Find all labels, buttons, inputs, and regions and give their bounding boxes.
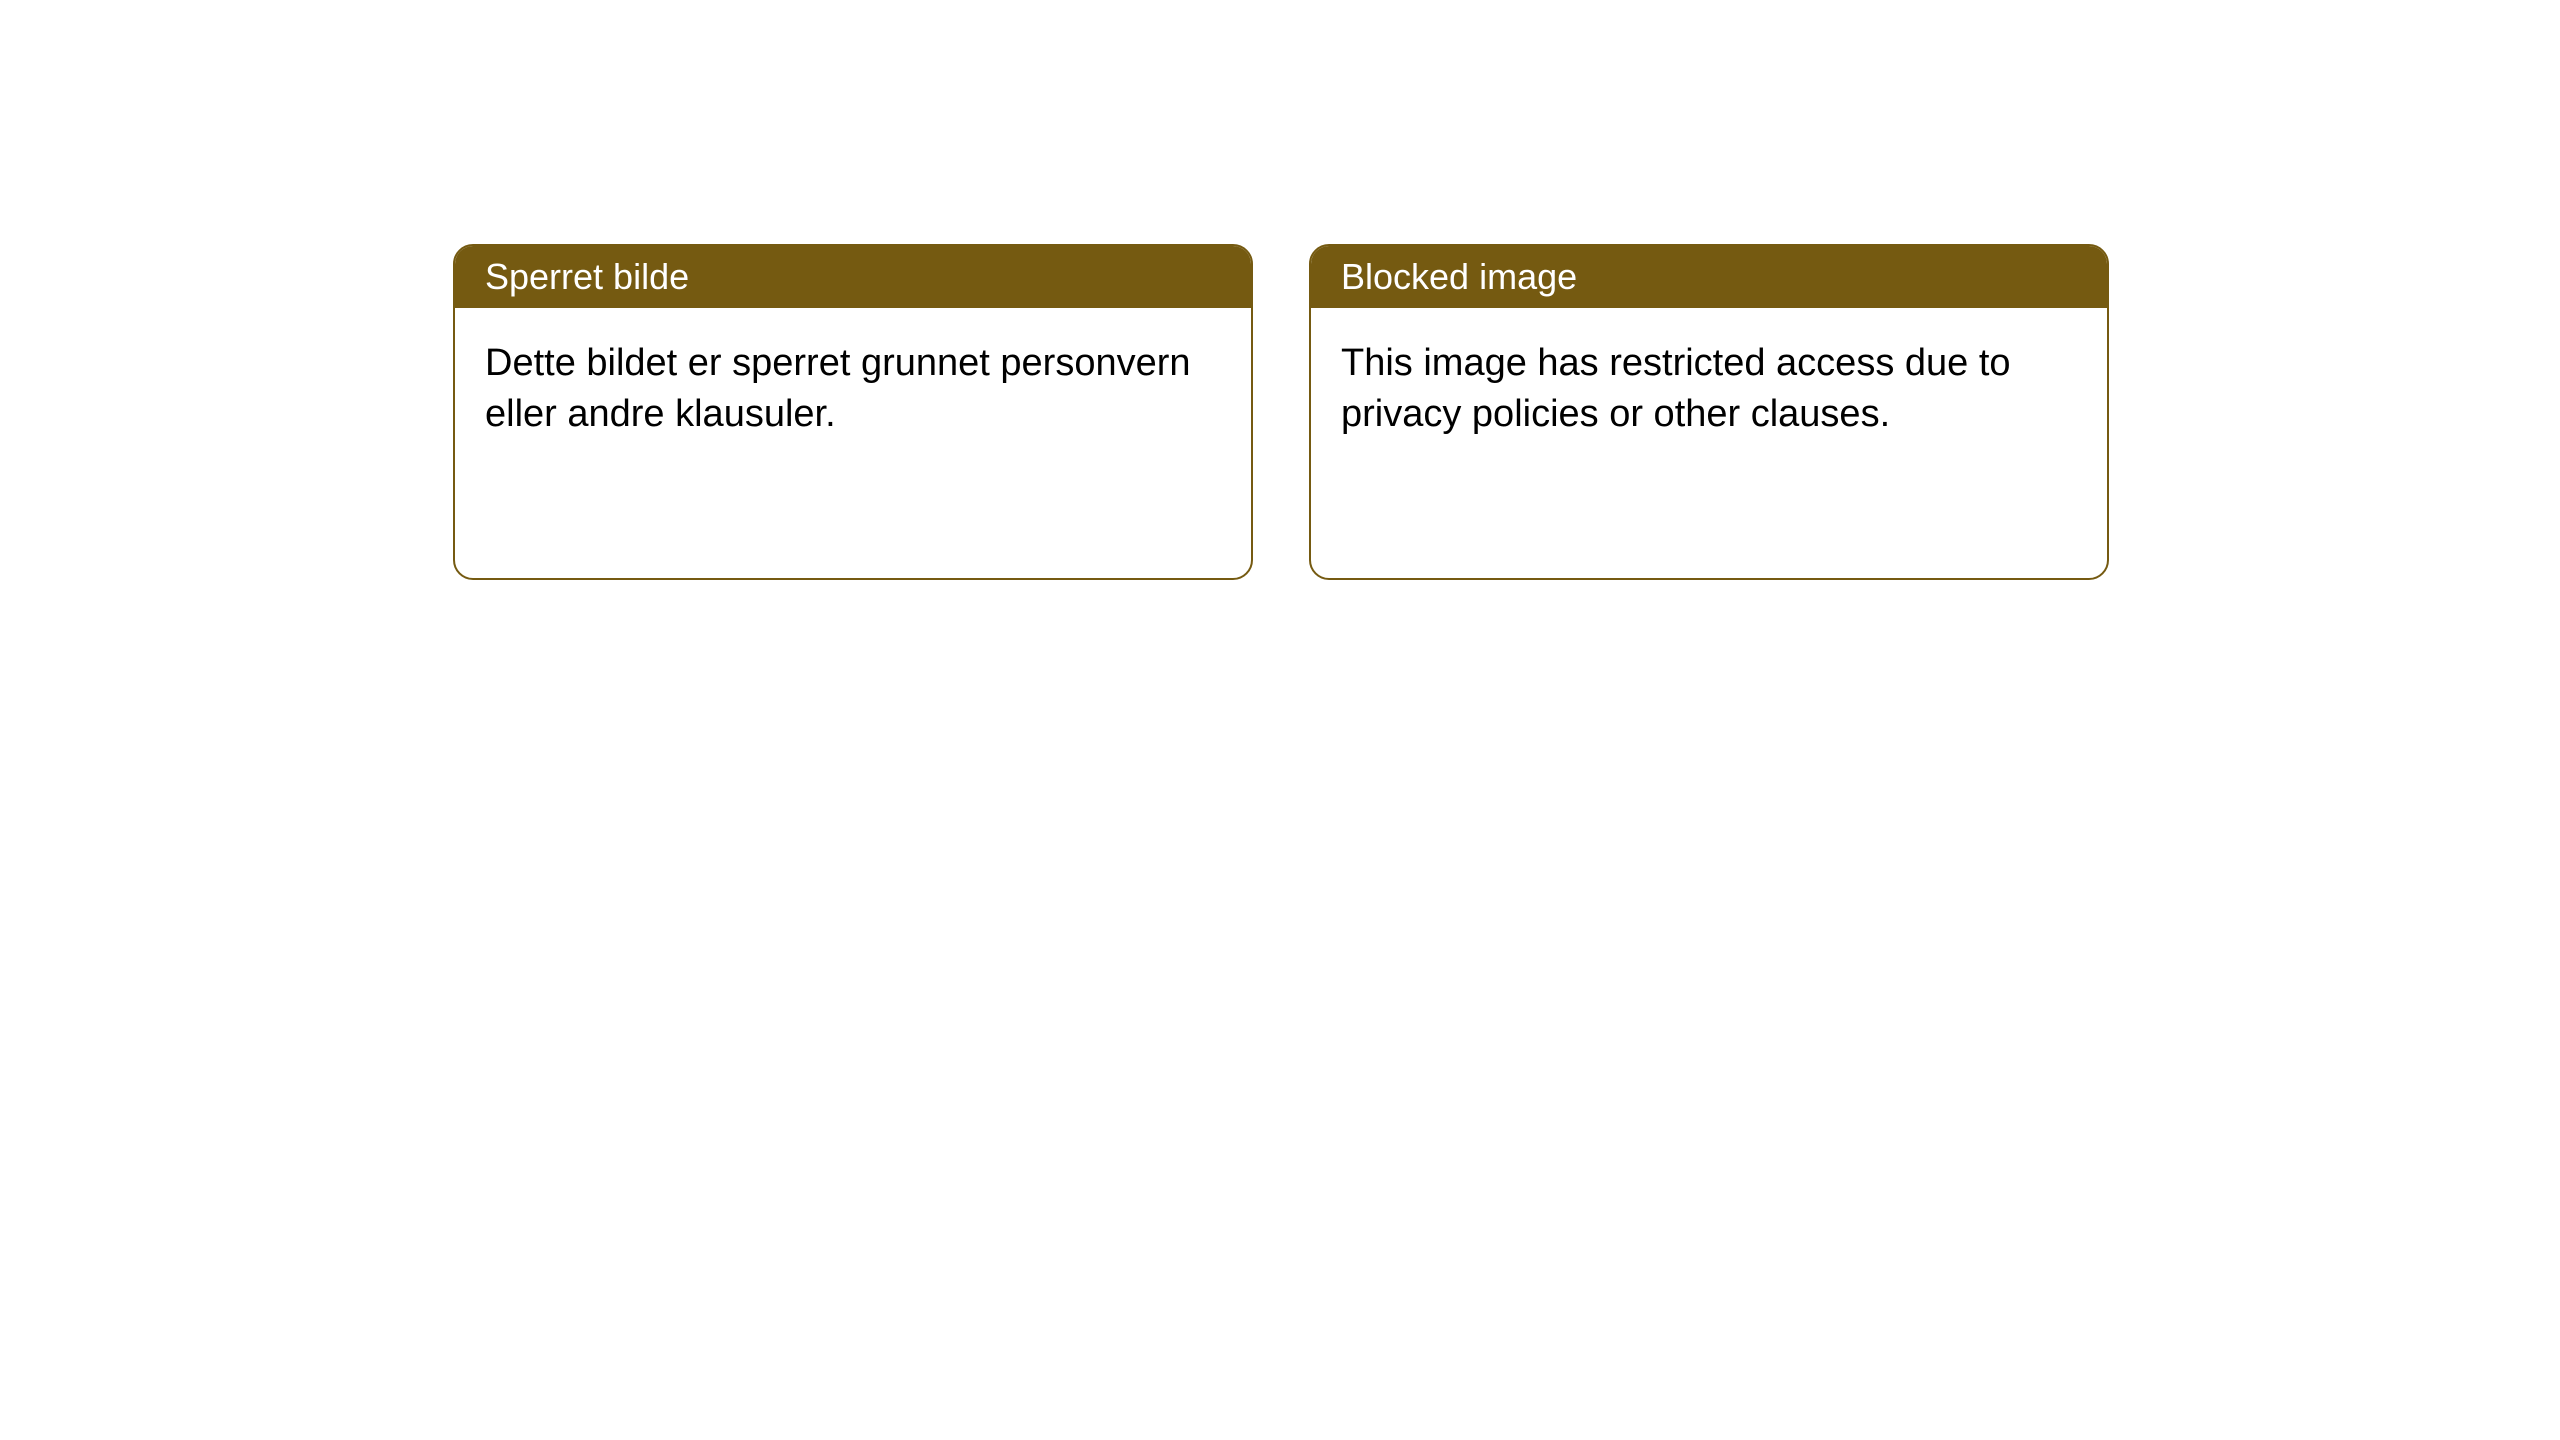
notice-card-norwegian: Sperret bilde Dette bildet er sperret gr… (453, 244, 1253, 580)
card-title: Blocked image (1341, 256, 1577, 297)
card-title: Sperret bilde (485, 256, 689, 297)
card-header: Blocked image (1311, 246, 2107, 308)
card-header: Sperret bilde (455, 246, 1251, 308)
notice-card-english: Blocked image This image has restricted … (1309, 244, 2109, 580)
card-message: This image has restricted access due to … (1341, 342, 2011, 435)
card-body: Dette bildet er sperret grunnet personve… (455, 308, 1251, 471)
card-body: This image has restricted access due to … (1311, 308, 2107, 471)
notice-cards-container: Sperret bilde Dette bildet er sperret gr… (453, 244, 2109, 580)
card-message: Dette bildet er sperret grunnet personve… (485, 342, 1191, 435)
